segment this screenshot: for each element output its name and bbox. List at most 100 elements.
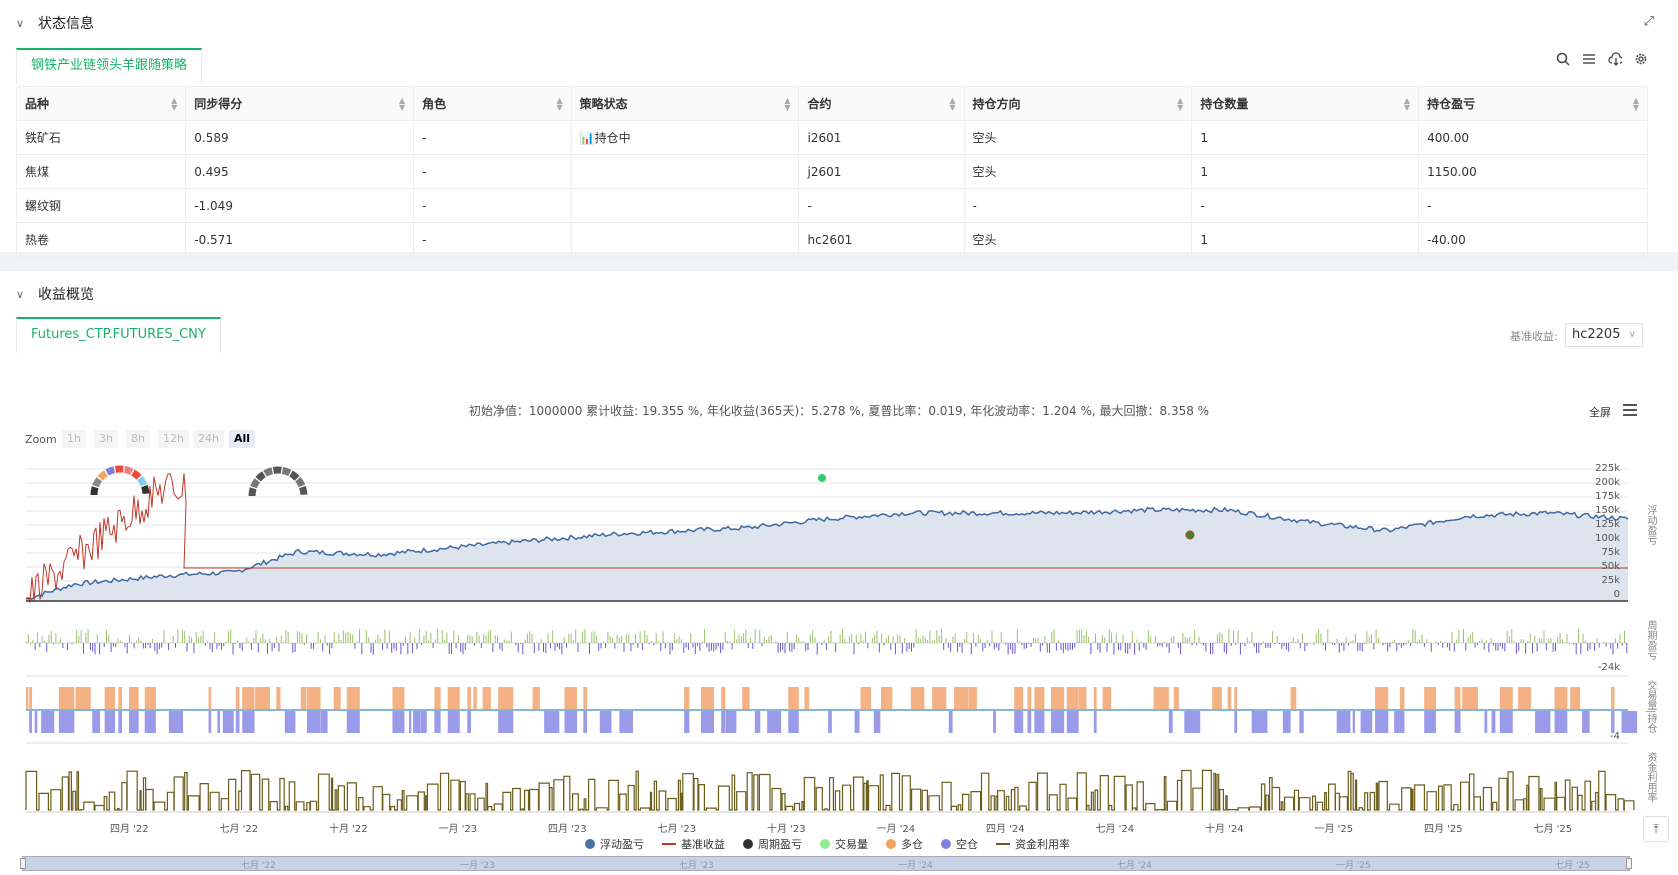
chevron-down-icon[interactable]: ∨ xyxy=(16,16,25,30)
legend-item[interactable]: 周期盈亏 xyxy=(743,836,802,852)
zoom-button[interactable]: 8h xyxy=(126,430,150,448)
search-icon[interactable] xyxy=(1556,52,1570,66)
gear-icon[interactable] xyxy=(1634,52,1648,66)
table-cell: - xyxy=(413,188,572,223)
column-header[interactable]: 持仓盈亏 ▲ ▼ xyxy=(1418,86,1648,121)
legend-item[interactable]: 浮动盈亏 xyxy=(585,836,644,852)
navigator-tick-label: 七月 '23 xyxy=(679,861,714,871)
navigator-handle-right[interactable] xyxy=(1626,858,1632,869)
column-header-label: 持仓方向 xyxy=(972,97,1021,111)
legend-marker xyxy=(662,843,676,845)
table-row[interactable]: 铁矿石 0.589- 📊持仓中 i2601 空头 1 400.00 xyxy=(15,120,1648,155)
table-row[interactable]: 螺纹钢 -1.049- - - - - xyxy=(15,188,1648,223)
table-cell xyxy=(570,188,800,223)
sort-icon[interactable]: ▲ ▼ xyxy=(784,96,791,112)
chevron-down-icon[interactable]: ∨ xyxy=(16,287,25,301)
sort-icon[interactable]: ▲ ▼ xyxy=(398,96,406,112)
navigator[interactable]: 七月 '22 一月 '23 七月 '23 一月 '24 七月 '24 一月 '25 七月 '… xyxy=(20,856,1632,871)
fullscreen-button[interactable]: 全屏 xyxy=(1589,406,1611,419)
table-cell: 空头 xyxy=(963,222,1193,257)
status-header[interactable]: ∨ 状态信息 xyxy=(0,0,1678,46)
legend-label: 空仓 xyxy=(956,838,978,851)
x-tick-label: 十月 '23 xyxy=(767,824,806,835)
list-icon[interactable] xyxy=(1582,52,1596,66)
legend-item[interactable]: 资金利用率 xyxy=(996,836,1070,852)
sort-icon[interactable]: ▲ ▼ xyxy=(1632,96,1639,112)
column-header-label: 品种 xyxy=(25,97,50,111)
column-header[interactable]: 持仓方向 ▲ ▼ xyxy=(963,86,1193,121)
column-header[interactable]: 角色 ▲ ▼ xyxy=(413,86,572,121)
zoom-button[interactable]: 3h xyxy=(94,430,118,448)
table-cell: 螺纹钢 xyxy=(15,188,187,223)
legend-item[interactable]: 空仓 xyxy=(941,836,978,852)
navigator-handle-left[interactable] xyxy=(20,858,26,869)
column-header-label: 持仓数量 xyxy=(1200,97,1249,111)
table-cell: 热卷 xyxy=(15,222,187,257)
chevron-down-icon: ∨ xyxy=(1628,329,1636,340)
x-tick-label: 一月 '24 xyxy=(876,824,916,835)
x-tick-label: 一月 '25 xyxy=(1314,824,1354,835)
sort-icon[interactable]: ▲ ▼ xyxy=(1403,96,1411,112)
table-cell: -0.571 xyxy=(185,222,415,257)
table-cell: 铁矿石 xyxy=(15,120,187,155)
y-tick-label: 0 xyxy=(1613,589,1620,600)
y-tick-label: 175k xyxy=(1595,491,1620,502)
legend-label: 基准收益 xyxy=(681,838,725,851)
legend-marker xyxy=(820,839,830,849)
x-tick-label: 十月 '24 xyxy=(1205,824,1244,835)
x-tick-label: 一月 '23 xyxy=(438,824,478,835)
table-cell: - xyxy=(413,222,572,257)
table-cell: - xyxy=(413,120,572,155)
legend-label: 周期盈亏 xyxy=(758,838,802,851)
menu-icon[interactable] xyxy=(1622,402,1638,421)
zoom-button[interactable]: 24h xyxy=(193,430,224,448)
legend-item[interactable]: 多仓 xyxy=(886,836,923,852)
column-header[interactable]: 合约 ▲ ▼ xyxy=(798,86,965,121)
sort-icon[interactable]: ▲ ▼ xyxy=(949,96,956,112)
y-tick-label: 200k xyxy=(1595,477,1620,488)
column-header[interactable]: 同步得分 ▲ ▼ xyxy=(185,86,415,121)
table-cell xyxy=(570,154,800,189)
column-header[interactable]: 持仓数量 ▲ ▼ xyxy=(1191,86,1420,121)
table-row[interactable]: 热卷 -0.571- hc2601 空头 1 -40.00 xyxy=(15,222,1648,257)
benchmark-value: hc2205 xyxy=(1572,327,1621,342)
table-cell: - xyxy=(413,154,572,189)
column-header-label: 同步得分 xyxy=(194,97,243,111)
pane-label: 浮动盈亏 xyxy=(1645,505,1656,545)
overview-header[interactable]: ∨ 收益概览 xyxy=(0,271,1678,317)
x-tick-label: 四月 '25 xyxy=(1424,824,1463,835)
sort-icon[interactable]: ▲ ▼ xyxy=(171,96,178,112)
table-cell xyxy=(570,222,800,257)
tab-strategy[interactable]: 钢铁产业链领头羊跟随策略 xyxy=(16,48,203,84)
y-tick-label: 150k xyxy=(1595,505,1620,516)
sort-icon[interactable]: ▲ ▼ xyxy=(1177,96,1184,112)
table-cell: - xyxy=(1191,188,1420,223)
cloud-download-icon[interactable] xyxy=(1608,52,1622,66)
zoom-button[interactable]: All xyxy=(229,430,256,448)
column-header[interactable]: 品种 ▲ ▼ xyxy=(15,86,187,121)
zoom-button[interactable]: 1h xyxy=(62,430,86,448)
y-tick-label: 125k xyxy=(1595,519,1620,530)
table-cell: 1 xyxy=(1191,120,1420,155)
table-row[interactable]: 焦煤 0.495- j2601 空头 1 1150.00 xyxy=(15,154,1648,189)
column-header-label: 策略状态 xyxy=(579,97,628,111)
table-toolbar xyxy=(1556,52,1648,66)
benchmark-label: 基准收益: xyxy=(1510,330,1558,343)
table-cell: 空头 xyxy=(963,154,1193,189)
navigator-tick-label: 一月 '24 xyxy=(898,861,933,871)
legend-item[interactable]: 交易量 xyxy=(820,836,868,852)
x-tick-label: 十月 '22 xyxy=(329,824,368,835)
table-cell: hc2601 xyxy=(798,222,965,257)
sort-icon[interactable]: ▲ ▼ xyxy=(556,96,563,112)
tab-account[interactable]: Futures_CTP.FUTURES_CNY xyxy=(16,317,221,353)
status-title: 状态信息 xyxy=(38,16,94,32)
navigator-tick-label: 七月 '24 xyxy=(1117,861,1152,871)
legend-item[interactable]: 基准收益 xyxy=(662,836,725,852)
zoom-button[interactable]: 12h xyxy=(158,430,189,448)
navigator-tick-label: 七月 '25 xyxy=(1555,861,1590,871)
benchmark-select[interactable]: hc2205 ∨ xyxy=(1565,323,1643,347)
legend-marker xyxy=(996,843,1010,845)
column-header[interactable]: 策略状态 ▲ ▼ xyxy=(570,86,800,121)
expand-icon[interactable]: ⤢ xyxy=(1643,14,1654,29)
scroll-top-button[interactable]: ⤒ xyxy=(1643,816,1669,842)
